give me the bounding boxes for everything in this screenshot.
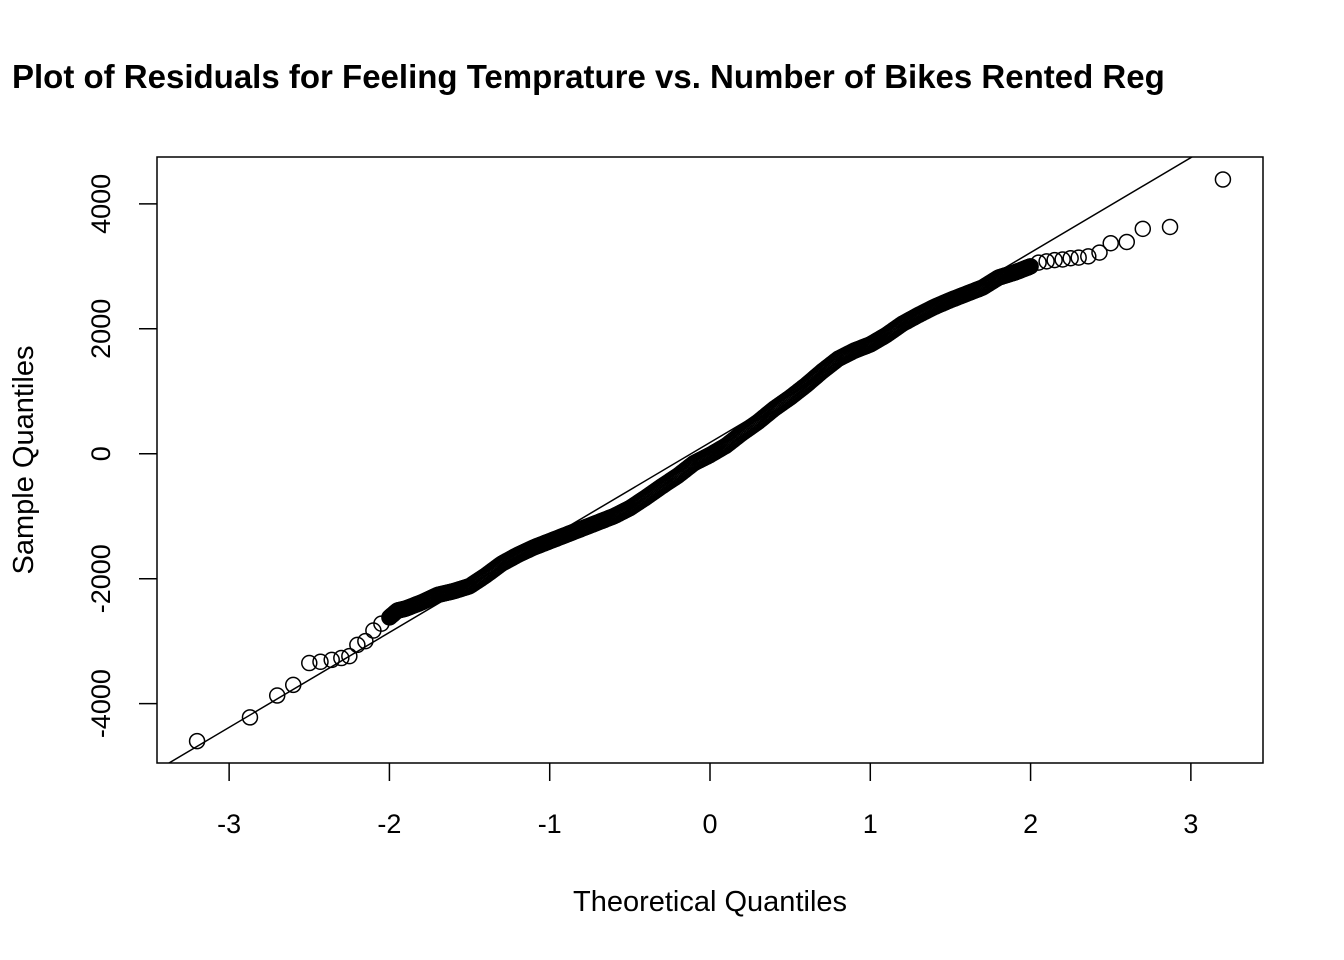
y-tick-label: 0 — [86, 446, 116, 461]
data-point — [1062, 249, 1079, 267]
data-point — [1030, 254, 1047, 271]
x-tick-label: -2 — [377, 809, 401, 839]
data-point — [312, 653, 329, 671]
data-point — [333, 649, 350, 667]
y-axis-label: Sample Quantiles — [8, 346, 40, 575]
reference-line — [167, 157, 1194, 763]
data-point — [1134, 220, 1152, 238]
data-point — [1022, 258, 1039, 275]
data-point — [1091, 244, 1108, 261]
data-point — [241, 709, 259, 726]
x-tick-label: -3 — [217, 809, 241, 839]
data-point — [341, 647, 358, 665]
data-point — [1054, 251, 1071, 268]
x-tick-label: 3 — [1183, 809, 1198, 839]
y-tick-label: 2000 — [86, 299, 116, 359]
y-tick-label: 4000 — [86, 174, 116, 234]
data-point — [323, 651, 340, 669]
y-tick-label: -4000 — [86, 669, 116, 738]
x-tick-label: 1 — [863, 809, 878, 839]
y-tick-label: -2000 — [86, 544, 116, 613]
data-point — [301, 654, 318, 672]
data-point — [284, 676, 302, 694]
data-point — [1118, 233, 1136, 251]
data-point — [349, 636, 366, 654]
y-axis: -4000 -2000 0 2000 4000 — [86, 174, 157, 738]
data-point — [1080, 248, 1097, 265]
x-tick-label: 2 — [1023, 809, 1038, 839]
data-point — [1046, 251, 1063, 269]
data-point — [1102, 234, 1119, 252]
x-tick-label: -1 — [538, 809, 562, 839]
x-tick-label: 0 — [702, 809, 717, 839]
data-point — [1214, 171, 1232, 188]
data-point — [357, 632, 374, 650]
data-point — [268, 687, 286, 704]
data-points — [188, 171, 1232, 750]
chart-title: Plot of Residuals for Feeling Temprature… — [12, 58, 1165, 95]
x-axis: -3 -2 -1 0 1 2 3 — [217, 763, 1198, 839]
data-point — [1161, 218, 1179, 236]
data-point — [188, 732, 206, 750]
data-point — [1038, 253, 1055, 270]
x-axis-label: Theoretical Quantiles — [573, 886, 847, 918]
data-point — [1070, 249, 1087, 266]
